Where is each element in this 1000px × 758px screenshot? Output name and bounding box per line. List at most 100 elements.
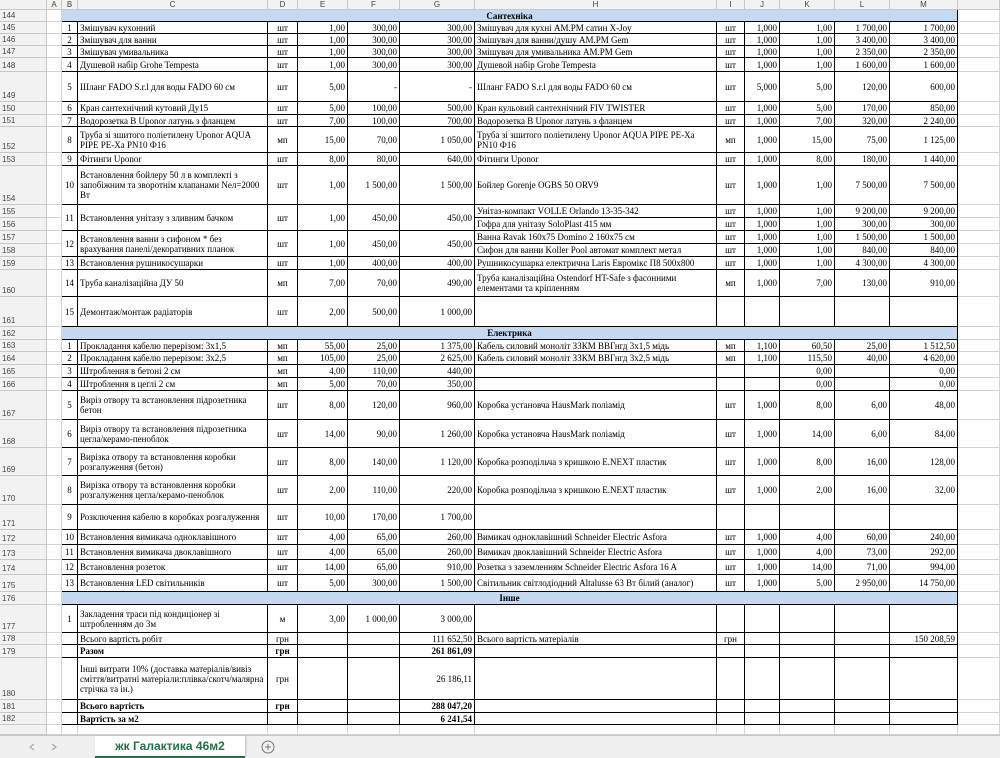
cell[interactable] bbox=[958, 725, 1000, 735]
cell[interactable]: грн bbox=[268, 700, 298, 713]
cell[interactable]: 16,00 bbox=[835, 448, 890, 476]
cell[interactable]: 10,00 bbox=[298, 505, 348, 530]
cell[interactable]: 4 bbox=[62, 58, 78, 72]
cell[interactable]: Унітаз-компакт VOLLE Orlando 13-35-342 bbox=[475, 205, 717, 218]
cell[interactable]: шт bbox=[268, 102, 298, 115]
cell[interactable]: шт bbox=[268, 46, 298, 58]
cell[interactable]: шт bbox=[717, 575, 745, 592]
cell[interactable]: Вирізка отвору та встановлення коробки р… bbox=[78, 476, 268, 505]
cell[interactable]: 90,00 bbox=[348, 420, 400, 448]
cell[interactable] bbox=[958, 340, 1000, 352]
cell[interactable]: 12 bbox=[62, 560, 78, 575]
row-number[interactable]: 159 bbox=[0, 257, 47, 270]
cell[interactable]: 9 bbox=[62, 153, 78, 166]
cell[interactable]: 1,000 bbox=[745, 476, 780, 505]
cell[interactable]: шт bbox=[717, 22, 745, 34]
cell[interactable]: 8 bbox=[62, 476, 78, 505]
cell[interactable] bbox=[958, 102, 1000, 115]
row-number[interactable] bbox=[0, 725, 47, 735]
cell[interactable] bbox=[475, 645, 717, 658]
cell[interactable]: 1 700,00 bbox=[835, 22, 890, 34]
cell[interactable]: 910,00 bbox=[890, 270, 958, 297]
corner[interactable] bbox=[0, 0, 47, 10]
cell[interactable]: Змішувач для ванни bbox=[78, 34, 268, 46]
cell[interactable]: 1 500,00 bbox=[348, 166, 400, 205]
row-number[interactable]: 173 bbox=[0, 545, 47, 560]
cell[interactable]: шт bbox=[268, 297, 298, 327]
cell[interactable]: шт bbox=[268, 420, 298, 448]
cell[interactable]: Змішувач кухонний bbox=[78, 22, 268, 34]
cell[interactable]: Кран кульовий сантехнічний FIV TWISTER bbox=[475, 102, 717, 115]
cell[interactable]: шт bbox=[268, 575, 298, 592]
cell[interactable]: 1,00 bbox=[780, 46, 835, 58]
cell[interactable] bbox=[47, 700, 62, 713]
cell[interactable]: Кран сантехнічний кутовий Ду15 bbox=[78, 102, 268, 115]
cell[interactable]: 5,00 bbox=[298, 102, 348, 115]
cell[interactable] bbox=[958, 72, 1000, 102]
cell[interactable] bbox=[958, 22, 1000, 34]
cell[interactable] bbox=[348, 700, 400, 713]
cell[interactable]: 70,00 bbox=[348, 378, 400, 391]
column-header[interactable] bbox=[958, 0, 1000, 10]
cell[interactable]: 14,00 bbox=[780, 560, 835, 575]
cell[interactable]: 11 bbox=[62, 205, 78, 231]
cell[interactable] bbox=[47, 633, 62, 645]
cell[interactable]: 111 652,50 bbox=[400, 633, 475, 645]
cell[interactable] bbox=[47, 102, 62, 115]
cell[interactable]: 960,00 bbox=[400, 391, 475, 420]
cell[interactable]: 65,00 bbox=[348, 560, 400, 575]
cell[interactable] bbox=[475, 700, 717, 713]
cell[interactable]: 8,00 bbox=[298, 391, 348, 420]
cell[interactable] bbox=[47, 713, 62, 725]
cell[interactable]: 2,00 bbox=[780, 476, 835, 505]
cell[interactable] bbox=[835, 700, 890, 713]
cell[interactable]: мп bbox=[717, 352, 745, 365]
cell[interactable]: Коробка установча HausMark поліамід bbox=[475, 391, 717, 420]
cell[interactable]: 1,000 bbox=[745, 270, 780, 297]
cell[interactable]: шт bbox=[717, 205, 745, 218]
column-header[interactable]: K bbox=[780, 0, 835, 10]
cell[interactable] bbox=[62, 633, 78, 645]
cell[interactable] bbox=[780, 713, 835, 725]
cell[interactable] bbox=[475, 605, 717, 633]
cell[interactable]: Шланг FADO S.r.l для воды FADO 60 см bbox=[475, 72, 717, 102]
cell[interactable]: 128,00 bbox=[890, 448, 958, 476]
cell[interactable]: 1 440,00 bbox=[890, 153, 958, 166]
cell[interactable] bbox=[958, 420, 1000, 448]
cell[interactable]: 640,00 bbox=[400, 153, 475, 166]
cell[interactable]: 840,00 bbox=[835, 244, 890, 257]
cell[interactable]: Прокладання кабелю перерізом: 3х1,5 bbox=[78, 340, 268, 352]
cell[interactable] bbox=[835, 505, 890, 530]
row-number[interactable]: 170 bbox=[0, 476, 47, 505]
cell[interactable]: шт bbox=[717, 166, 745, 205]
cell[interactable] bbox=[47, 448, 62, 476]
cell[interactable] bbox=[958, 391, 1000, 420]
cell[interactable]: 840,00 bbox=[890, 244, 958, 257]
cell[interactable]: 1,000 bbox=[745, 448, 780, 476]
cell[interactable]: Коробка установча HausMark поліамід bbox=[475, 420, 717, 448]
cell[interactable] bbox=[717, 365, 745, 378]
cell[interactable] bbox=[717, 378, 745, 391]
cell[interactable]: 288 047,20 bbox=[400, 700, 475, 713]
row-number[interactable]: 164 bbox=[0, 352, 47, 365]
row-number[interactable]: 171 bbox=[0, 505, 47, 530]
cell[interactable] bbox=[958, 166, 1000, 205]
row-number[interactable]: 165 bbox=[0, 365, 47, 378]
cell[interactable] bbox=[47, 545, 62, 560]
cell[interactable]: 1,000 bbox=[745, 58, 780, 72]
cell[interactable]: Змішувач для ванни/душу AM.PM Gem bbox=[475, 34, 717, 46]
cell[interactable]: 300,00 bbox=[400, 34, 475, 46]
cell[interactable] bbox=[298, 645, 348, 658]
cell[interactable] bbox=[47, 205, 62, 218]
row-number[interactable]: 168 bbox=[0, 420, 47, 448]
cell[interactable] bbox=[47, 231, 62, 244]
cell[interactable]: 1,00 bbox=[298, 34, 348, 46]
cell[interactable]: Змішувач умивальника bbox=[78, 46, 268, 58]
cell[interactable] bbox=[780, 700, 835, 713]
row-number[interactable]: 174 bbox=[0, 560, 47, 575]
cell[interactable]: 4,00 bbox=[298, 545, 348, 560]
cell[interactable]: Виріз отвору та встановлення підрозетник… bbox=[78, 391, 268, 420]
cell[interactable]: 7 bbox=[62, 448, 78, 476]
cell[interactable] bbox=[47, 218, 62, 231]
cell[interactable]: шт bbox=[717, 115, 745, 127]
